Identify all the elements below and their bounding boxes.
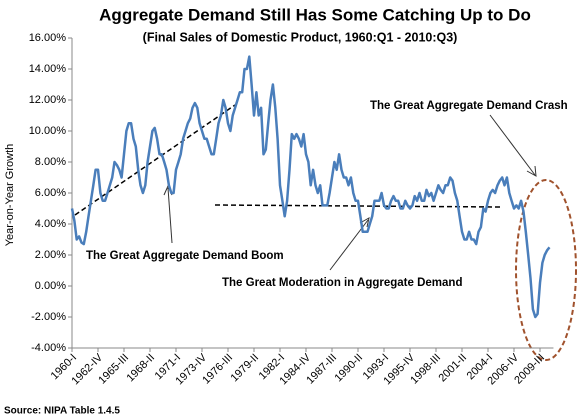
x-tick-label: 1968-II bbox=[124, 352, 157, 385]
y-tick-label: 2.00% bbox=[35, 249, 66, 261]
chart-title: Aggregate Demand Still Has Some Catching… bbox=[99, 5, 531, 24]
crash-arrowhead bbox=[526, 165, 537, 177]
y-tick-label: 10.00% bbox=[29, 125, 67, 137]
arrows bbox=[163, 114, 537, 271]
y-tick-label: 0.00% bbox=[35, 280, 66, 292]
x-tick-label: 2001-II bbox=[436, 352, 469, 385]
y-tick-label: -2.00% bbox=[31, 311, 66, 323]
y-tick-label: 12.00% bbox=[29, 94, 67, 106]
annotation: The Great Aggregate Demand Crash bbox=[370, 100, 568, 112]
y-axis-label: Year-on-Year Growth bbox=[4, 144, 16, 247]
x-tick-label: 1979-II bbox=[228, 352, 261, 385]
boom-trend bbox=[74, 104, 236, 216]
data-line bbox=[70, 55, 551, 319]
y-tick-label: -4.00% bbox=[31, 342, 66, 354]
source-note: Source: NIPA Table 1.4.5 bbox=[4, 406, 120, 417]
x-tick-label: 1990-II bbox=[332, 352, 365, 385]
crash-ellipse bbox=[515, 179, 577, 361]
y-tick-label: 14.00% bbox=[29, 63, 67, 75]
y-tick-label: 16.00% bbox=[29, 32, 67, 44]
y-tick-label: 6.00% bbox=[35, 187, 66, 199]
annotation: The Great Aggregate Demand Boom bbox=[86, 250, 284, 262]
y-tick-label: 4.00% bbox=[35, 218, 66, 230]
boom-arrow bbox=[167, 187, 173, 244]
chart-subtitle: (Final Sales of Domestic Product, 1960:Q… bbox=[143, 30, 458, 44]
annotation: The Great Moderation in Aggregate Demand bbox=[222, 277, 462, 289]
crash-arrow bbox=[489, 114, 536, 176]
moderation-arrowhead bbox=[359, 217, 370, 228]
y-tick-label: 8.00% bbox=[35, 156, 66, 168]
